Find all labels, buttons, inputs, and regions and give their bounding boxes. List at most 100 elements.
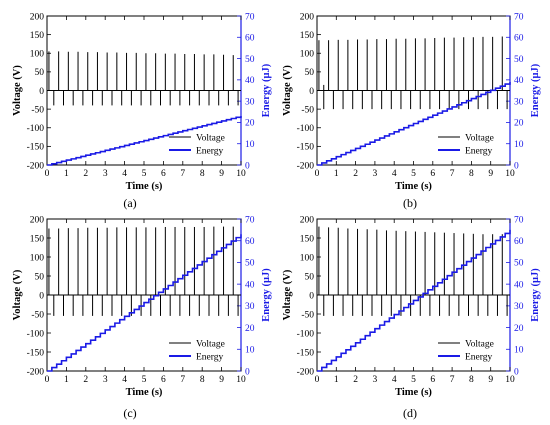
x-tick-label: 3	[103, 375, 108, 385]
x-tick-label: 0	[45, 375, 50, 385]
y-axis-label: Voltage (V)	[282, 65, 293, 116]
y-tick-label: 150	[300, 31, 315, 41]
x-axis-label: Time (s)	[126, 387, 163, 398]
x-tick-label: 2	[83, 375, 88, 385]
y-tick-label: -100	[297, 329, 315, 339]
x-tick-label: 4	[122, 169, 127, 179]
y-tick-label: -150	[27, 143, 45, 153]
panel-label-b: (b)	[403, 196, 417, 210]
y-tick-label: 0	[39, 291, 44, 301]
x-tick-label: 1	[334, 375, 339, 385]
x-tick-label: 2	[353, 375, 358, 385]
y2-axis-label: Energy (μJ)	[530, 63, 541, 117]
y2-axis-label: Energy (μJ)	[261, 268, 272, 322]
legend-label-voltage: Voltage	[465, 340, 494, 350]
energy-step-line	[47, 116, 242, 166]
y2-tick-label: 70	[514, 12, 524, 22]
x-tick-label: 7	[450, 169, 455, 179]
y2-tick-label: 20	[245, 324, 255, 334]
legend-label-energy: Energy	[465, 353, 493, 363]
legend-label-voltage: Voltage	[196, 134, 225, 144]
y2-tick-label: 50	[514, 55, 524, 65]
y-axis-label: Voltage (V)	[282, 269, 293, 320]
y2-tick-label: 0	[514, 161, 519, 171]
y2-tick-label: 70	[245, 12, 255, 22]
y2-tick-label: 20	[514, 119, 524, 129]
x-tick-label: 1	[334, 169, 339, 179]
x-tick-label: 4	[392, 169, 397, 179]
x-tick-label: 10	[505, 375, 515, 385]
y2-tick-label: 60	[245, 34, 255, 44]
y2-tick-label: 30	[514, 97, 524, 107]
panel-label-c: (c)	[123, 406, 137, 420]
y-tick-label: 0	[309, 87, 314, 97]
x-axis-label: Time (s)	[395, 181, 432, 192]
y2-tick-label: 30	[245, 302, 255, 312]
y2-tick-label: 10	[514, 346, 524, 356]
y-tick-label: 200	[30, 215, 45, 225]
y-tick-label: 100	[30, 50, 45, 60]
x-tick-label: 8	[469, 169, 474, 179]
y-tick-label: -200	[27, 367, 45, 377]
x-tick-label: 10	[236, 169, 246, 179]
y2-axis-label: Energy (μJ)	[261, 63, 272, 117]
x-axis-label: Time (s)	[395, 387, 432, 398]
y-tick-label: -50	[301, 105, 314, 115]
y2-tick-label: 40	[245, 280, 255, 290]
panel-label-a: (a)	[123, 196, 137, 210]
x-tick-label: 6	[161, 169, 166, 179]
y2-tick-label: 10	[245, 140, 255, 150]
x-tick-label: 4	[392, 375, 397, 385]
x-tick-label: 8	[200, 375, 205, 385]
y-tick-label: 50	[35, 272, 45, 282]
y-tick-label: -100	[27, 329, 45, 339]
y2-tick-label: 50	[245, 259, 255, 269]
y-tick-label: -50	[31, 105, 44, 115]
y2-tick-label: 50	[514, 259, 524, 269]
y-tick-label: -200	[297, 161, 315, 171]
x-tick-label: 5	[142, 169, 147, 179]
y-tick-label: 150	[30, 234, 45, 244]
energy-step-line	[317, 229, 511, 372]
y-tick-label: -50	[301, 310, 314, 320]
y-tick-label: 0	[309, 291, 314, 301]
y2-tick-label: 40	[514, 76, 524, 86]
y2-tick-label: 70	[514, 215, 524, 225]
energy-step-line	[317, 81, 511, 166]
legend-label-energy: Energy	[196, 353, 224, 363]
x-tick-label: 9	[488, 375, 493, 385]
y-tick-label: 150	[300, 234, 315, 244]
x-tick-label: 7	[180, 169, 185, 179]
x-tick-label: 8	[469, 375, 474, 385]
y2-tick-label: 40	[245, 76, 255, 86]
x-tick-label: 10	[505, 169, 515, 179]
chart-a: 0 1 2 3 4 5 6 7 8 9 10 -200 -150 -100 -50 0 50 100 150 200 0…	[12, 12, 272, 192]
legend-label-energy: Energy	[196, 147, 224, 157]
x-tick-label: 6	[161, 375, 166, 385]
y2-axis-label: Energy (μJ)	[530, 268, 541, 322]
x-tick-label: 0	[45, 169, 50, 179]
y2-tick-label: 30	[514, 302, 524, 312]
y-tick-label: 100	[300, 253, 315, 263]
chart-c: 0 1 2 3 4 5 6 7 8 9 10 -200 -150 -100 -50 0 50 100 150 200 0…	[12, 215, 272, 398]
y2-tick-label: 0	[514, 367, 519, 377]
y2-tick-label: 10	[514, 140, 524, 150]
x-tick-label: 7	[450, 375, 455, 385]
y-tick-label: 200	[300, 12, 315, 22]
y2-tick-label: 60	[245, 237, 255, 247]
y-tick-label: -200	[297, 367, 315, 377]
y-tick-label: -150	[297, 143, 315, 153]
y-tick-label: -150	[27, 348, 45, 358]
x-tick-label: 1	[64, 169, 69, 179]
x-tick-label: 7	[180, 375, 185, 385]
x-tick-label: 4	[122, 375, 127, 385]
y2-tick-label: 0	[245, 367, 250, 377]
y-tick-label: 200	[30, 12, 45, 22]
y-tick-label: -200	[27, 161, 45, 171]
legend-label-voltage: Voltage	[465, 134, 494, 144]
x-tick-label: 3	[103, 169, 108, 179]
x-tick-label: 8	[200, 169, 205, 179]
energy-step-line	[47, 234, 242, 372]
y-tick-label: -100	[27, 124, 45, 134]
x-tick-label: 2	[83, 169, 88, 179]
